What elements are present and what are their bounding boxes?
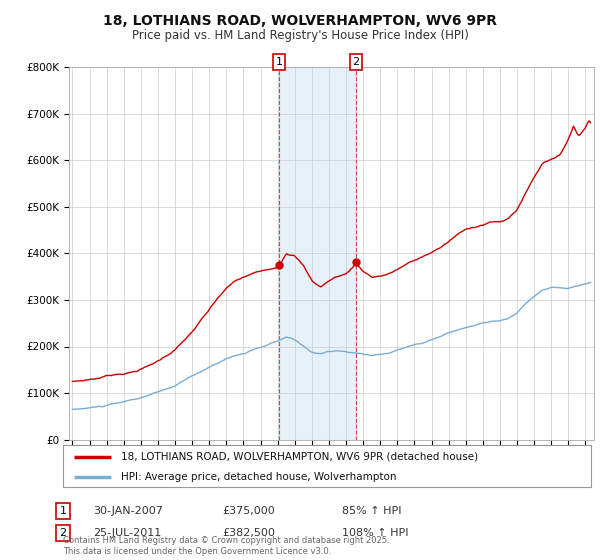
Text: 18, LOTHIANS ROAD, WOLVERHAMPTON, WV6 9PR: 18, LOTHIANS ROAD, WOLVERHAMPTON, WV6 9P… [103,14,497,28]
Text: £375,000: £375,000 [222,506,275,516]
Text: 85% ↑ HPI: 85% ↑ HPI [342,506,401,516]
Text: Contains HM Land Registry data © Crown copyright and database right 2025.
This d: Contains HM Land Registry data © Crown c… [63,536,389,556]
Text: 108% ↑ HPI: 108% ↑ HPI [342,528,409,538]
Bar [279,67,356,440]
Text: 2: 2 [352,57,359,67]
Text: 1: 1 [59,506,67,516]
Text: £382,500: £382,500 [222,528,275,538]
Text: HPI: Average price, detached house, Wolverhampton: HPI: Average price, detached house, Wolv… [121,472,397,482]
Text: 1: 1 [275,57,283,67]
Text: Price paid vs. HM Land Registry's House Price Index (HPI): Price paid vs. HM Land Registry's House … [131,29,469,42]
Text: 25-JUL-2011: 25-JUL-2011 [93,528,161,538]
Text: 18, LOTHIANS ROAD, WOLVERHAMPTON, WV6 9PR (detached house): 18, LOTHIANS ROAD, WOLVERHAMPTON, WV6 9P… [121,452,478,462]
Text: 30-JAN-2007: 30-JAN-2007 [93,506,163,516]
Text: 2: 2 [59,528,67,538]
